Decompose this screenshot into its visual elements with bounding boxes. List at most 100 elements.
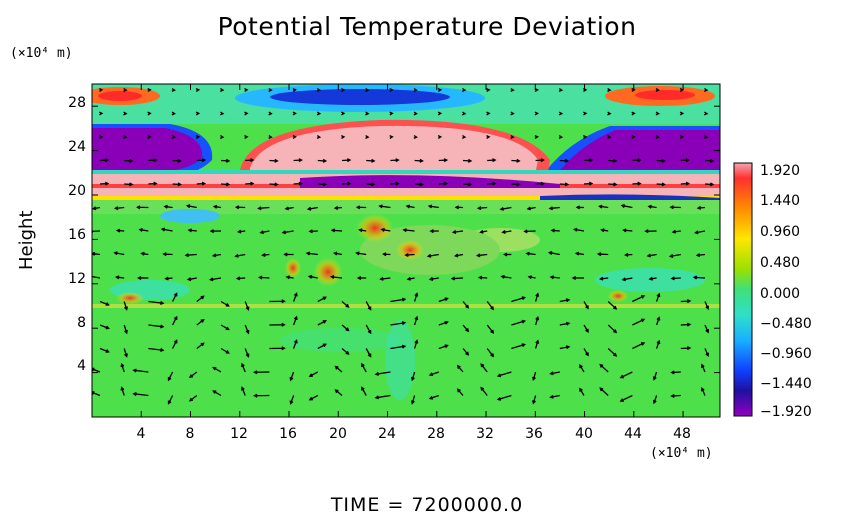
velocity-arrow: [361, 386, 367, 396]
velocity-arrow: [123, 111, 128, 116]
velocity-arrow: [220, 158, 231, 163]
velocity-arrow: [450, 276, 464, 281]
velocity-arrow: [220, 182, 231, 187]
velocity-arrow: [680, 322, 692, 327]
velocity-arrow: [692, 275, 706, 280]
velocity-arrow: [599, 363, 609, 373]
velocity-arrow: [99, 158, 110, 163]
velocity-arrow: [164, 276, 173, 281]
velocity-arrow: [234, 253, 246, 258]
velocity-arrow: [511, 296, 527, 303]
velocity-arrow: [379, 276, 391, 281]
velocity-arrow: [647, 204, 657, 209]
velocity-arrow: [355, 205, 367, 210]
velocity-arrow: [648, 276, 657, 281]
velocity-arrow: [501, 229, 512, 234]
colorbar-tick-0: 1.920: [760, 163, 801, 179]
velocity-arrow: [147, 88, 152, 93]
x-tick-36: 36: [525, 426, 543, 442]
velocity-arrow: [703, 111, 709, 116]
velocity-arrow: [679, 135, 685, 140]
velocity-arrow: [123, 87, 128, 92]
velocity-arrow: [237, 229, 246, 234]
y-axis-unit: (×10⁴ m): [10, 46, 73, 61]
velocity-arrow: [389, 135, 394, 140]
velocity-arrow: [340, 111, 346, 116]
velocity-arrow: [219, 111, 225, 116]
velocity-arrow: [549, 275, 560, 280]
velocity-arrow: [390, 158, 400, 163]
velocity-arrow: [655, 316, 661, 326]
velocity-arrow: [212, 390, 222, 397]
velocity-arrow: [655, 111, 660, 116]
velocity-vectors: [92, 87, 715, 405]
velocity-arrow: [259, 230, 270, 235]
velocity-arrow: [437, 88, 443, 93]
velocity-arrow: [462, 324, 470, 333]
velocity-arrow: [269, 299, 286, 304]
velocity-arrow: [253, 393, 270, 398]
velocity-arrow: [608, 158, 618, 163]
velocity-arrow: [548, 206, 560, 211]
velocity-arrow: [148, 158, 158, 163]
velocity-arrow: [456, 388, 464, 396]
velocity-arrow: [486, 301, 495, 311]
velocity-arrow: [171, 87, 176, 92]
velocity-arrow: [123, 301, 128, 311]
velocity-arrow: [292, 135, 297, 140]
velocity-arrow: [366, 182, 376, 187]
velocity-arrow: [486, 348, 495, 358]
velocity-arrow: [704, 158, 715, 163]
velocity-arrow: [307, 274, 318, 279]
velocity-arrow: [147, 111, 152, 116]
velocity-arrow: [503, 252, 512, 257]
velocity-arrow: [694, 230, 706, 235]
velocity-arrow: [669, 205, 681, 210]
velocity-arrow: [244, 324, 250, 335]
velocity-arrow: [289, 371, 295, 382]
x-tick-12: 12: [230, 426, 248, 442]
velocity-arrow: [333, 251, 343, 256]
velocity-arrow: [607, 111, 612, 116]
velocity-arrow: [413, 87, 418, 92]
velocity-arrow: [532, 395, 537, 405]
velocity-arrow: [559, 182, 570, 187]
velocity-arrow: [402, 228, 415, 233]
velocity-arrow: [99, 181, 110, 186]
velocity-arrow: [486, 324, 495, 334]
velocity-arrow: [258, 275, 270, 280]
velocity-arrow: [115, 228, 125, 233]
velocity-arrow: [308, 394, 319, 401]
velocity-arrow: [390, 321, 407, 326]
x-tick-20: 20: [329, 426, 347, 442]
velocity-arrow: [703, 87, 709, 92]
y-tick-12: 12: [68, 271, 86, 287]
velocity-arrow: [437, 111, 443, 116]
velocity-arrow: [305, 251, 318, 256]
velocity-arrow: [656, 158, 666, 163]
velocity-arrow: [462, 301, 470, 309]
velocity-arrow: [244, 88, 249, 93]
velocity-arrow: [461, 134, 467, 139]
y-tick-20: 20: [68, 183, 86, 199]
velocity-arrow: [599, 276, 609, 281]
velocity-arrow: [476, 206, 488, 211]
velocity-arrow: [534, 339, 540, 349]
velocity-arrow: [99, 347, 110, 353]
velocity-arrow: [171, 134, 176, 139]
velocity-arrow: [413, 111, 418, 116]
velocity-arrow: [308, 371, 319, 377]
colorbar-tick-1: 1.440: [760, 193, 801, 209]
velocity-arrow: [462, 182, 473, 187]
velocity-arrow: [451, 229, 464, 234]
velocity-arrow: [268, 87, 273, 92]
velocity-arrow: [655, 339, 661, 349]
velocity-arrow: [389, 111, 394, 116]
velocity-arrow: [240, 362, 246, 373]
velocity-arrow: [99, 300, 110, 306]
velocity-arrow: [652, 371, 658, 381]
velocity-arrow: [462, 348, 470, 356]
velocity-arrow: [582, 111, 588, 116]
velocity-arrow: [365, 87, 370, 92]
